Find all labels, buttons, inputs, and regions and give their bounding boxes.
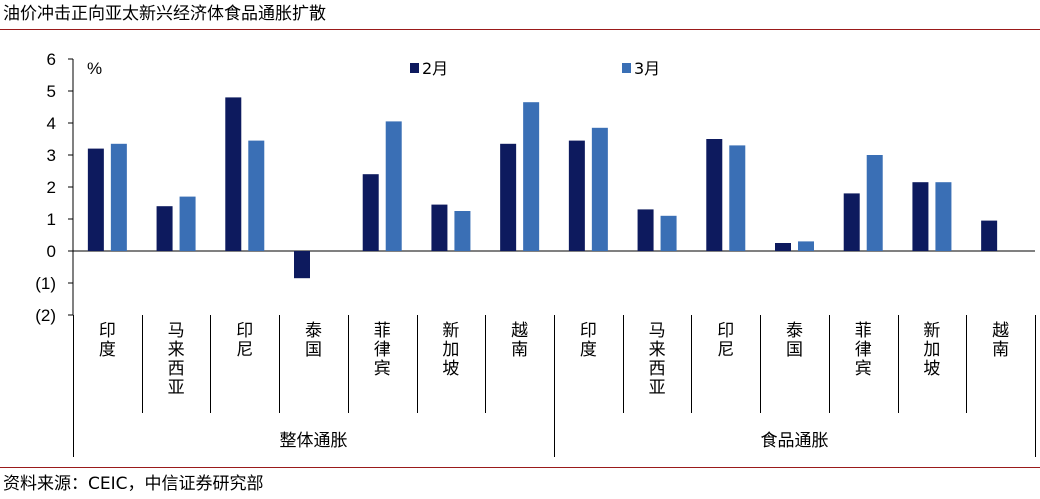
category-label: 菲律宾 bbox=[374, 321, 391, 379]
bar-mar bbox=[798, 241, 814, 251]
bar-feb bbox=[87, 148, 104, 251]
bar-feb bbox=[912, 182, 929, 251]
bar-feb bbox=[500, 143, 517, 251]
bar-feb bbox=[843, 193, 860, 251]
category-label: 印尼 bbox=[236, 321, 253, 360]
category-label: 印度 bbox=[580, 321, 597, 360]
category-label: 越南 bbox=[992, 321, 1009, 360]
chart-title: 油价冲击正向亚太新兴经济体食品通胀扩散 bbox=[3, 4, 326, 24]
bar-feb bbox=[294, 251, 310, 279]
category-label: 泰国 bbox=[305, 321, 322, 360]
legend-label: 2月 bbox=[422, 59, 448, 78]
y-unit-label: % bbox=[87, 59, 102, 78]
y-tick-label: 6 bbox=[47, 50, 56, 69]
legend-label: 3月 bbox=[634, 59, 660, 78]
bar-mar bbox=[866, 155, 883, 251]
bar-mar bbox=[729, 145, 746, 251]
bar-feb bbox=[637, 209, 654, 251]
category-label: 马来西亚 bbox=[649, 321, 666, 398]
y-tick-label: 4 bbox=[47, 114, 56, 133]
bar-feb bbox=[362, 174, 379, 251]
legend-swatch bbox=[410, 63, 419, 73]
category-label: 印度 bbox=[99, 321, 116, 360]
y-tick-label: 0 bbox=[47, 242, 56, 261]
y-tick-label: 1 bbox=[47, 210, 56, 229]
bar-feb bbox=[775, 243, 791, 251]
group-label: 整体通胀 bbox=[280, 431, 348, 451]
bar-mar bbox=[385, 121, 402, 252]
bar-mar bbox=[660, 215, 677, 251]
bar-feb bbox=[981, 220, 998, 251]
category-label: 菲律宾 bbox=[855, 321, 872, 379]
bar-mar bbox=[454, 211, 471, 251]
bar-mar bbox=[179, 196, 196, 251]
bar-mar bbox=[523, 102, 540, 251]
y-tick-label: 2 bbox=[47, 178, 56, 197]
y-tick-label: (1) bbox=[35, 274, 56, 293]
bar-mar bbox=[110, 143, 127, 251]
category-label: 新加坡 bbox=[923, 321, 940, 379]
category-labels: 印度 马来西亚 印尼 泰国 菲律宾 新加坡 越南 印度 马来西亚 印尼 泰国 菲律宾 新加坡 越南整体通胀… bbox=[99, 321, 1009, 451]
source-rule bbox=[0, 467, 1040, 468]
bar-feb bbox=[706, 139, 723, 251]
y-tick-label: (2) bbox=[35, 306, 56, 325]
bar-mar bbox=[935, 182, 952, 251]
legend: 2月 3月 bbox=[410, 59, 660, 78]
bars bbox=[87, 97, 998, 279]
category-label: 新加坡 bbox=[442, 321, 459, 379]
source-note: 资料来源：CEIC，中信证券研究部 bbox=[3, 474, 264, 494]
legend-swatch bbox=[622, 63, 631, 73]
y-tick-label: 5 bbox=[47, 82, 56, 101]
category-label: 越南 bbox=[511, 321, 528, 360]
category-label: 泰国 bbox=[786, 321, 803, 360]
bar-feb bbox=[431, 204, 448, 251]
category-label: 马来西亚 bbox=[168, 321, 185, 398]
y-tick-label: 3 bbox=[47, 146, 56, 165]
bar-feb bbox=[568, 140, 585, 251]
category-label: 印尼 bbox=[717, 321, 734, 360]
bar-feb bbox=[225, 97, 242, 252]
title-rule bbox=[0, 29, 1040, 30]
group-label: 食品通胀 bbox=[761, 431, 829, 451]
bar-mar bbox=[591, 127, 608, 251]
bar-mar bbox=[248, 140, 265, 251]
bar-feb bbox=[156, 206, 173, 251]
